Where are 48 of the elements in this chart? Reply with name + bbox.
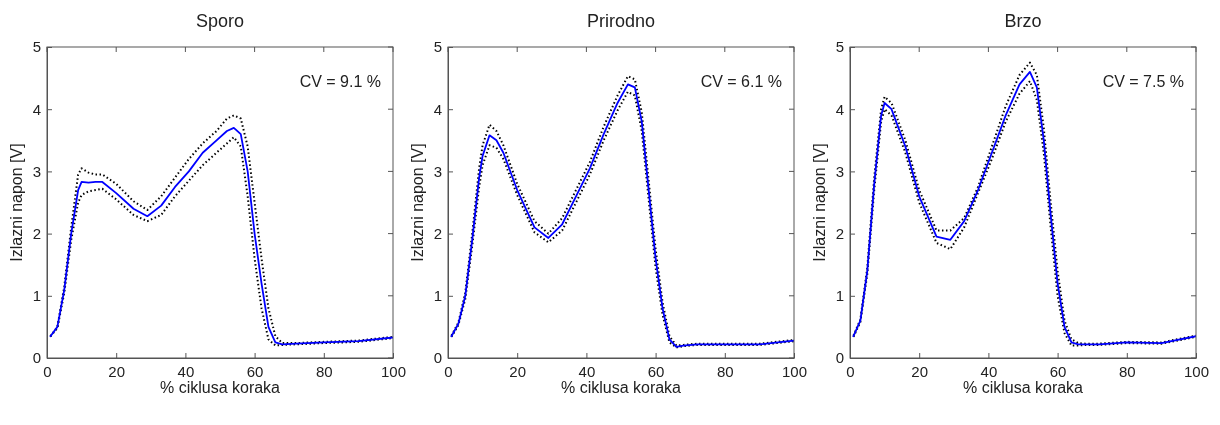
chart-title: Brzo: [1004, 11, 1042, 31]
x-tick-label: 40: [177, 362, 195, 380]
y-tick-label: 1: [433, 287, 442, 305]
annotation: CV = 9.1 %: [299, 73, 381, 90]
y-tick-label: 2: [32, 224, 41, 242]
x-tick-label: 100: [781, 362, 808, 380]
x-tick-label: 60: [647, 362, 665, 380]
y-tick-label: 0: [433, 349, 442, 367]
x-tick-label: 40: [980, 362, 998, 380]
x-tick-label: 80: [315, 362, 333, 380]
x-tick-label: 100: [380, 362, 407, 380]
y-axis-title: Izlazni napon [V]: [8, 143, 25, 262]
y-tick-label: 2: [835, 224, 844, 242]
x-tick-label: 0: [444, 362, 453, 380]
y-tick-label: 0: [835, 349, 844, 367]
x-tick-label: 20: [108, 362, 126, 380]
y-tick-label: 5: [32, 38, 41, 56]
y-tick-label: 1: [32, 287, 41, 305]
y-tick-label: 0: [32, 349, 41, 367]
y-tick-label: 3: [433, 162, 442, 180]
x-tick-label: 80: [716, 362, 734, 380]
x-tick-label: 100: [1183, 362, 1210, 380]
x-tick-label: 0: [43, 362, 52, 380]
y-tick-label: 4: [433, 100, 442, 118]
x-tick-label: 60: [246, 362, 264, 380]
x-tick-label: 60: [1049, 362, 1067, 380]
y-tick-label: 5: [433, 38, 442, 56]
x-tick-label: 20: [911, 362, 929, 380]
x-tick-label: 40: [578, 362, 596, 380]
y-tick-label: 3: [835, 162, 844, 180]
y-tick-label: 2: [433, 224, 442, 242]
y-axis-title: Izlazni napon [V]: [811, 143, 828, 262]
annotation: CV = 7.5 %: [1102, 73, 1184, 90]
annotation: CV = 6.1 %: [700, 73, 782, 90]
x-tick-label: 80: [1118, 362, 1136, 380]
y-tick-label: 4: [835, 100, 844, 118]
chart-title: Sporo: [195, 11, 245, 31]
y-tick-label: 4: [32, 100, 41, 118]
chart-title: Prirodno: [586, 11, 656, 31]
x-axis-title: % ciklusa koraka: [560, 379, 682, 396]
x-axis-title: % ciklusa koraka: [962, 379, 1084, 396]
x-axis-title: % ciklusa koraka: [159, 379, 281, 396]
y-axis-title: Izlazni napon [V]: [409, 143, 426, 262]
x-tick-label: 20: [509, 362, 527, 380]
y-tick-label: 3: [32, 162, 41, 180]
x-tick-label: 0: [846, 362, 855, 380]
y-tick-label: 1: [835, 287, 844, 305]
y-tick-label: 5: [835, 38, 844, 56]
